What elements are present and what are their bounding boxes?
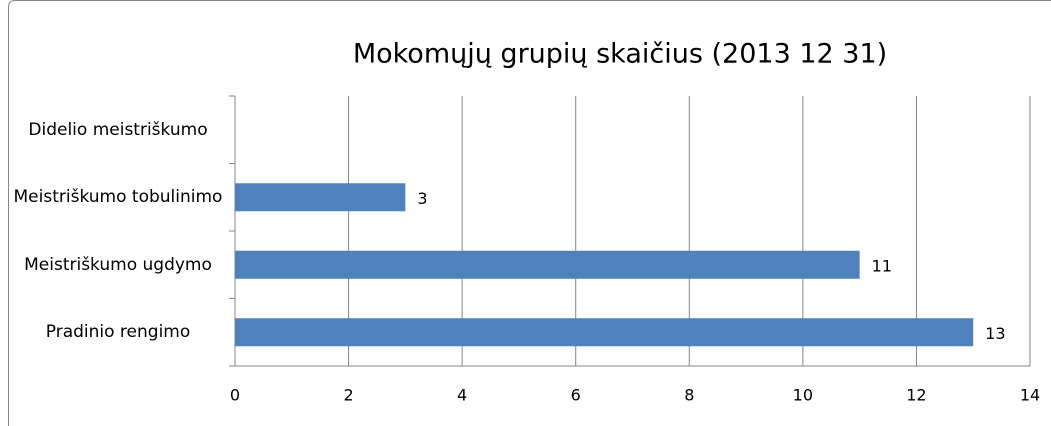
x-tick-label: 2 xyxy=(343,386,353,405)
data-label: 13 xyxy=(985,324,1005,343)
x-tick-label: 8 xyxy=(684,386,694,405)
x-tick-label: 14 xyxy=(1020,386,1040,405)
y-tick-label: Didelio meistriškumo xyxy=(28,119,208,140)
bar xyxy=(235,250,860,279)
y-tick-label: Pradinio rengimo xyxy=(45,322,191,343)
x-tick-label: 10 xyxy=(793,386,813,405)
x-tick-label: 4 xyxy=(457,386,467,405)
x-tick-label: 12 xyxy=(906,386,926,405)
y-tick-label: Meistriškumo ugdymo xyxy=(24,254,212,275)
bar xyxy=(235,318,974,347)
x-tick-label: 0 xyxy=(230,386,240,405)
x-tick-label: 6 xyxy=(571,386,581,405)
y-tick-label: Meistriškumo tobulinimo xyxy=(13,187,223,208)
data-label: 3 xyxy=(417,189,427,208)
chart-title: Mokomųjų grupių skaičius (2013 12 31) xyxy=(353,39,887,70)
data-label: 11 xyxy=(872,256,892,275)
bar xyxy=(235,183,406,212)
